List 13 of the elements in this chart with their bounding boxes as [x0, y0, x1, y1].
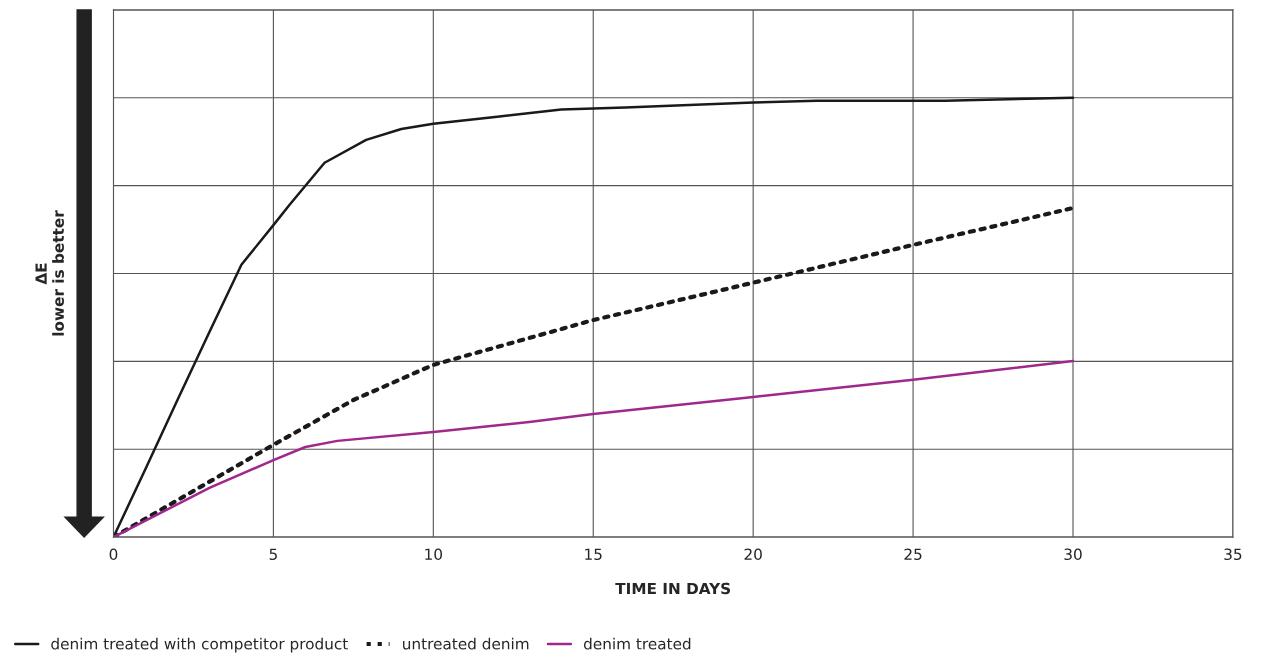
x-tick-label: 15	[585, 548, 602, 561]
x-tick-label: 35	[1224, 548, 1242, 561]
x-tick-label: 30	[1064, 548, 1082, 561]
x-tick-label: 10	[425, 548, 443, 561]
legend-label: denim treated	[583, 637, 691, 650]
legend-label: denim treated with competitor product	[51, 637, 348, 653]
legend-label: untreated denim	[403, 637, 529, 650]
x-tick-label: 0	[109, 548, 118, 561]
x-axis-title: TIME IN DAYS	[615, 582, 731, 595]
x-tick-label: 5	[269, 548, 277, 561]
y-axis-title: ΔE lower is better	[35, 210, 64, 336]
x-tick-label: 20	[744, 548, 762, 561]
x-tick-label: 25	[904, 548, 922, 561]
